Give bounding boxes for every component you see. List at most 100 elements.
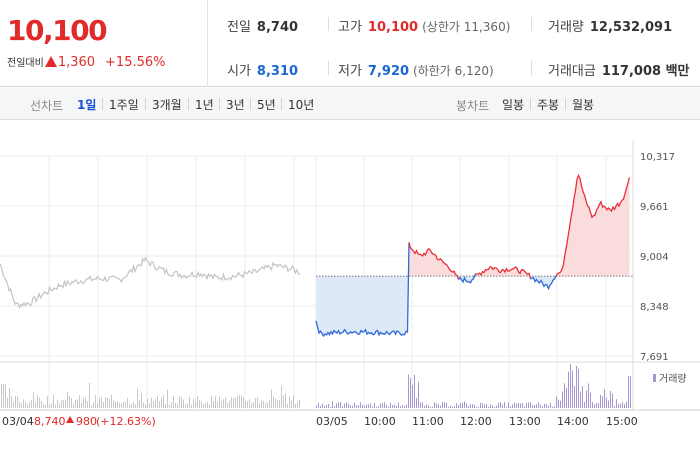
volume-bar <box>546 404 547 408</box>
volume-bar <box>402 405 403 408</box>
candle-daily[interactable]: 일봉 <box>502 98 525 112</box>
volume-bar-prev <box>189 396 190 408</box>
volume-bar <box>330 406 331 408</box>
volume-bar <box>574 386 575 408</box>
divider <box>328 61 329 75</box>
volume-bar-prev <box>91 404 92 408</box>
volume-bar-prev <box>45 404 46 408</box>
volume-bar <box>568 371 569 408</box>
volume-bar-prev <box>55 404 56 408</box>
period-1y[interactable]: 1년 <box>195 98 214 112</box>
volume-bar-prev <box>227 403 228 408</box>
up-area <box>475 266 531 279</box>
period-1d[interactable]: 1일 <box>77 98 97 112</box>
volume-bar-prev <box>43 404 44 408</box>
volume-bar-prev <box>175 402 176 408</box>
separator <box>219 98 220 110</box>
volume-bar <box>408 374 409 408</box>
volume-bar <box>514 402 515 408</box>
volume-bar <box>368 404 369 408</box>
volume-bar-prev <box>59 403 60 408</box>
volume-bar <box>360 402 361 408</box>
period-3m[interactable]: 3개월 <box>152 98 182 112</box>
volume-bar <box>620 403 621 408</box>
period-10y[interactable]: 10년 <box>288 98 315 112</box>
period-3y[interactable]: 3년 <box>226 98 245 112</box>
volume-bar <box>608 400 609 408</box>
volume-bar-prev <box>141 392 142 408</box>
volume-bar-prev <box>237 395 238 408</box>
volume-bar <box>416 397 417 408</box>
volume-bar <box>572 370 573 408</box>
volume-bar <box>498 402 499 408</box>
volume-bar-prev <box>63 400 64 408</box>
high-value: 10,100 <box>367 20 419 35</box>
open-cell: 시가 8,310 <box>227 60 298 79</box>
volume-bar-prev <box>171 402 172 408</box>
volume-bar <box>576 365 577 408</box>
intraday-chart[interactable]: 10,317 9,661 9,004 8,348 7,691 거래량 03/04 8,7… <box>0 140 700 450</box>
volume-bar-prev <box>273 396 274 408</box>
volume-bar <box>476 406 477 408</box>
period-1w[interactable]: 1주일 <box>109 98 139 112</box>
up-line <box>408 242 460 280</box>
volume-bar-prev <box>121 403 122 408</box>
change-label: 전일대비 <box>7 58 44 69</box>
volume-bar-prev <box>243 397 244 408</box>
volume-bar-prev <box>23 399 24 408</box>
candle-weekly[interactable]: 주봉 <box>537 98 560 112</box>
volume-bar <box>428 405 429 408</box>
separator <box>281 98 282 110</box>
volume-bar <box>394 404 395 408</box>
volume-bar <box>484 404 485 408</box>
volume-bar <box>594 404 595 408</box>
volume-bar-prev <box>203 403 204 408</box>
volume-bar <box>524 406 525 408</box>
volume-bar-prev <box>35 402 36 408</box>
volume-bar <box>496 405 497 408</box>
volume-bar-prev <box>57 399 58 408</box>
quote-panel: 10,100 전일대비 1,360 +15.56% 전일 8,740 고가 10,100… <box>0 0 700 87</box>
volume-bar-prev <box>299 399 300 408</box>
amount-cell: 거래대금 117,008 백만 <box>548 60 690 79</box>
volume-bar <box>598 403 599 408</box>
high-cell: 고가 10,100 (상한가 11,360) <box>338 16 510 35</box>
candle-monthly[interactable]: 월봉 <box>572 98 595 112</box>
volume-bar-prev <box>249 399 250 408</box>
volume-bar <box>434 402 435 408</box>
volume-bar <box>502 404 503 408</box>
volume-bar-prev <box>29 401 30 408</box>
volume-bar <box>452 406 453 408</box>
volume-bar-prev <box>183 399 184 408</box>
volume-bar-prev <box>211 395 212 408</box>
volume-bar <box>436 403 437 408</box>
volume-bar <box>618 403 619 408</box>
volume-bar <box>418 382 419 408</box>
volume-bar <box>530 402 531 408</box>
up-line <box>555 173 631 277</box>
period-5y[interactable]: 5년 <box>257 98 276 112</box>
volume-bar <box>494 406 495 408</box>
volume-bar-prev <box>37 395 38 408</box>
volume-bar-prev <box>283 395 284 408</box>
volume-bar <box>566 387 567 408</box>
volume-bar-prev <box>31 399 32 408</box>
volume-bar <box>492 405 493 408</box>
volume-bar <box>366 404 367 408</box>
volume-bar <box>422 402 423 408</box>
volume-bar-prev <box>115 401 116 408</box>
volume-bar-prev <box>255 397 256 408</box>
volume-bar-prev <box>99 397 100 408</box>
volume-bar-prev <box>267 402 268 408</box>
volume-bar <box>540 404 541 408</box>
volume-bar <box>528 402 529 408</box>
volume-bar-prev <box>177 403 178 408</box>
volume-bar-prev <box>199 399 200 408</box>
volume-bar <box>614 405 615 408</box>
down-area <box>316 242 409 336</box>
volume-bar <box>616 399 617 408</box>
volume-bar-prev <box>277 400 278 408</box>
volume-bar-prev <box>83 398 84 408</box>
volume-bar-prev <box>135 404 136 408</box>
volume-bar-prev <box>163 395 164 408</box>
